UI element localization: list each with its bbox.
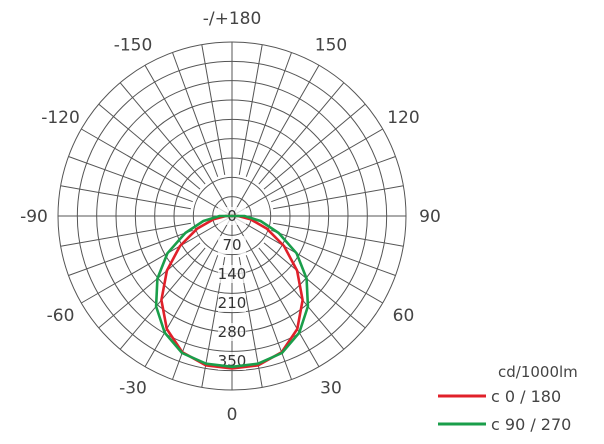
grid-spoke: [273, 222, 404, 247]
grid-spoke: [263, 242, 366, 329]
grid-spoke: [81, 215, 233, 304]
grid-spoke: [258, 82, 345, 185]
legend-label-c90-270: c 90 / 270: [491, 415, 571, 434]
grid-spoke: [271, 156, 396, 203]
grid-spoke: [98, 242, 201, 329]
angle-label: 150: [315, 36, 347, 56]
unit-label: cd/1000lm: [498, 363, 578, 381]
ring-label-bg: [218, 323, 246, 341]
ring-label: 210: [218, 294, 247, 312]
grid-spoke: [271, 229, 396, 276]
grid-spoke: [263, 103, 366, 190]
grid-spoke: [68, 156, 193, 203]
angle-label: 0: [227, 405, 238, 425]
curve-c0-180: [160, 214, 304, 370]
grid-spoke: [68, 229, 193, 276]
angle-label: 30: [320, 378, 342, 398]
grid-spoke: [231, 215, 383, 304]
angle-label: -/+180: [203, 9, 262, 29]
grid-spoke: [245, 52, 292, 177]
grid-spoke: [231, 65, 320, 217]
angle-label: -60: [47, 306, 75, 326]
curve-c90-270: [154, 214, 310, 369]
grid-spoke: [245, 255, 292, 380]
grid-spoke: [98, 103, 201, 190]
angle-label: 90: [419, 207, 441, 227]
grid-spoke: [273, 185, 404, 210]
grid-spoke: [238, 44, 263, 175]
angle-label: 60: [393, 306, 415, 326]
legend: c 0 / 180 c 90 / 270: [438, 387, 571, 434]
ring-label-bg: [218, 294, 246, 312]
legend-label-c0-180: c 0 / 180: [491, 387, 561, 406]
ring-label: 280: [218, 323, 247, 341]
intensity-curves: [154, 214, 310, 370]
grid-spoke: [60, 185, 191, 210]
grid-spoke: [201, 44, 226, 175]
ring-label-bg: [218, 265, 246, 283]
angle-labels: -/+180 -150 150 -120 120 -90 90 -60 60 -30 30 0: [20, 9, 441, 425]
grid-spoke: [81, 128, 233, 217]
ring-label-bg: [218, 236, 246, 254]
angle-label: -30: [119, 378, 147, 398]
ring-label: 70: [222, 236, 241, 254]
angle-label: -120: [41, 108, 80, 128]
grid-spoke: [60, 222, 191, 247]
angle-label: 120: [387, 108, 419, 128]
angle-label: -90: [20, 207, 48, 227]
grid-spoke: [119, 82, 206, 185]
grid-spoke: [231, 128, 383, 217]
grid-spoke: [172, 52, 219, 177]
ring-label: 140: [218, 265, 247, 283]
angle-label: -150: [114, 36, 153, 56]
grid-spoke: [172, 255, 219, 380]
grid-spoke: [144, 215, 233, 367]
grid-spoke: [231, 215, 320, 367]
grid-spoke: [144, 65, 233, 217]
